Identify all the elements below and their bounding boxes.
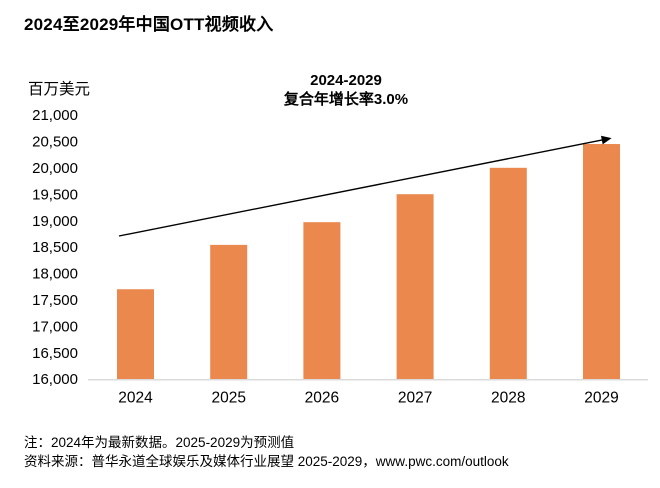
footnotes: 注：2024年为最新数据。2025-2029为预测值 资料来源：普华永道全球娱乐… [24, 434, 509, 471]
x-tick-label: 2025 [211, 390, 245, 407]
bar-2028 [489, 167, 527, 379]
cagr-annotation: 2024-2029 复合年增长率3.0% [240, 71, 452, 109]
y-tick-label: 20,000 [32, 160, 78, 177]
x-tick-label: 2024 [118, 390, 153, 407]
x-tick-label: 2028 [491, 390, 525, 407]
note-line: 注：2024年为最新数据。2025-2029为预测值 [24, 435, 295, 450]
y-tick-label: 19,500 [32, 186, 78, 203]
cagr-annotation-period: 2024-2029 [310, 72, 382, 89]
x-tick-label: 2026 [305, 390, 339, 407]
bar-2029 [583, 144, 620, 379]
y-tick-label: 17,000 [32, 318, 78, 335]
cagr-annotation-rate: 复合年增长率3.0% [283, 91, 409, 108]
y-tick-label: 18,000 [32, 266, 78, 283]
y-tick-label: 19,000 [32, 213, 78, 230]
chart-title: 2024至2029年中国OTT视频收入 [24, 15, 274, 34]
bar-2024 [117, 289, 154, 379]
bar-2027 [396, 194, 434, 379]
y-tick-label: 16,000 [32, 371, 78, 388]
trend-arrow [118, 135, 612, 237]
y-axis-unit-label: 百万美元 [28, 81, 91, 98]
source-line: 资料来源：普华永道全球娱乐及媒体行业展望 2025-2029，www.pwc.c… [24, 453, 509, 469]
y-tick-label: 20,500 [32, 134, 78, 151]
y-tick-label: 16,500 [32, 345, 78, 362]
bar-2025 [210, 244, 248, 379]
y-tick-label: 21,000 [32, 107, 78, 124]
x-tick-label: 2027 [398, 390, 432, 407]
y-tick-label: 18,500 [32, 239, 78, 256]
x-tick-label: 2029 [584, 390, 618, 407]
bar-2026 [303, 222, 341, 379]
y-tick-label: 17,500 [32, 292, 78, 309]
